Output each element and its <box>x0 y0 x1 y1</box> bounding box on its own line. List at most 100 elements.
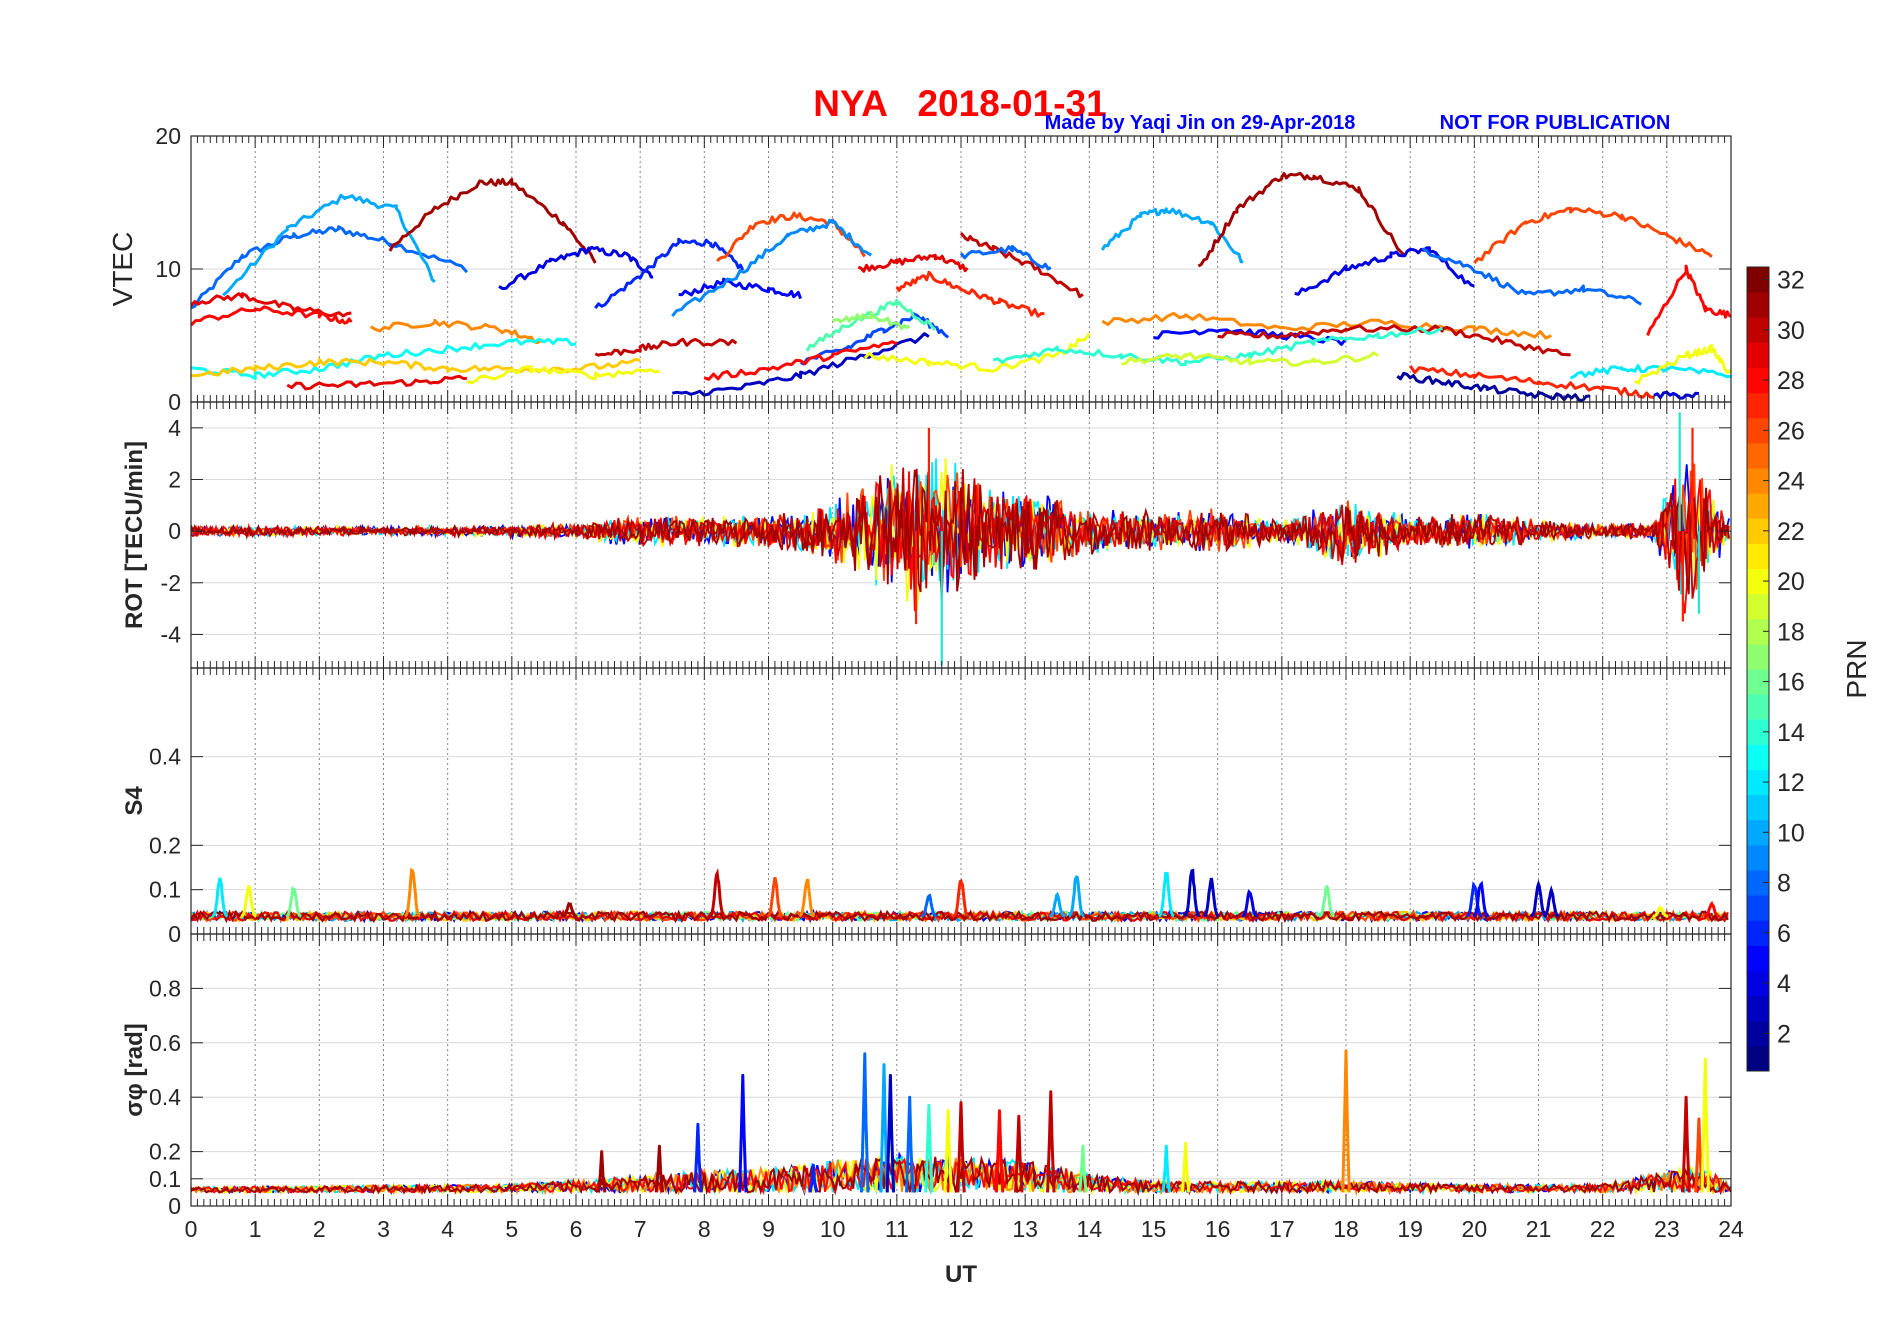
rot-ylabel: ROT [TECU/min] <box>121 441 148 629</box>
s4-bump-6 <box>766 876 783 918</box>
sigma-spike-6 <box>879 1063 889 1193</box>
vtec-arc-prn-9-7 <box>671 218 872 317</box>
colorbar-segment-24 <box>1747 468 1769 494</box>
colorbar-segment-13 <box>1747 744 1769 770</box>
colorbar-tick-label-8: 18 <box>1777 618 1805 646</box>
x-tick-label-9: 9 <box>762 1216 775 1242</box>
colorbar-segment-19 <box>1747 593 1769 620</box>
colorbar-segment-30 <box>1747 317 1769 343</box>
rot-ytick-label-4: 4 <box>168 415 181 441</box>
sigma-spike-2 <box>693 1122 703 1193</box>
x-tick-label-23: 23 <box>1654 1216 1680 1242</box>
colorbar-segment-20 <box>1747 568 1769 595</box>
x-tick-label-6: 6 <box>570 1216 583 1242</box>
vtec-ylabel: VTEC <box>107 232 138 307</box>
x-tick-label-11: 11 <box>885 1216 909 1242</box>
colorbar-tick-label-6: 14 <box>1777 719 1805 747</box>
s4-data <box>191 867 1729 924</box>
x-tick-label-17: 17 <box>1269 1216 1295 1242</box>
vtec-ytick-label-1: 10 <box>155 256 181 282</box>
x-tick-label-5: 5 <box>505 1216 518 1242</box>
colorbar-tick-label-13: 28 <box>1777 367 1805 395</box>
colorbar-segment-9 <box>1747 844 1769 871</box>
s4-ylabel: S4 <box>121 786 148 816</box>
sigma-spike-13 <box>1014 1114 1024 1193</box>
s4-bump-15 <box>1241 889 1258 918</box>
s4-bump-18 <box>1472 880 1489 918</box>
sigma-trace-prn-31 <box>191 1155 1731 1197</box>
vtec-minor-ticks <box>190 136 1732 402</box>
x-tick-label-21: 21 <box>1526 1216 1552 1242</box>
vtec-arc-prn-28-33 <box>703 340 898 381</box>
rot-ytick-label-1: -2 <box>161 570 181 596</box>
x-tick-label-22: 22 <box>1590 1216 1616 1242</box>
vtec-arc-prn-4-3 <box>498 245 654 291</box>
x-tick-label-16: 16 <box>1205 1216 1231 1242</box>
vtec-arc-prn-26-16 <box>1473 206 1713 265</box>
colorbar-segment-4 <box>1747 970 1769 997</box>
colorbar-segment-10 <box>1747 819 1769 846</box>
colorbar-tick-label-5: 12 <box>1777 769 1805 797</box>
colorbar-tick-label-2: 6 <box>1777 920 1791 948</box>
x-tick-label-10: 10 <box>820 1216 846 1242</box>
vtec-arc-prn-5-22 <box>1153 328 1348 346</box>
colorbar-segment-22 <box>1747 518 1769 544</box>
x-axis-label: UT <box>945 1261 977 1288</box>
vtec-arc-prn-29-30 <box>286 374 467 391</box>
rot-ytick-label-2: 0 <box>168 518 181 544</box>
sigma-spike-3 <box>738 1073 748 1193</box>
vtec-arc-prn-20-27 <box>863 332 1091 373</box>
vtec-arc-prn-8-0 <box>191 225 469 310</box>
x-tick-label-2: 2 <box>313 1216 326 1242</box>
vtec-arc-prn-31-13 <box>1197 171 1405 268</box>
x-tick-label-20: 20 <box>1462 1216 1488 1242</box>
vtec-arc-prn-14-34 <box>992 326 1443 367</box>
colorbar-segment-21 <box>1747 543 1769 569</box>
vtec-arc-prn-24-21 <box>1101 311 1552 340</box>
colorbar-segment-14 <box>1747 719 1769 745</box>
colorbar-segment-5 <box>1747 945 1769 971</box>
rot-ytick-label-3: 2 <box>168 466 181 492</box>
colorbar-tick-label-15: 32 <box>1777 267 1805 295</box>
s4-bump-5 <box>708 868 726 918</box>
vtec-arc-prn-20-39 <box>1634 344 1731 385</box>
s4-bump-12 <box>1158 871 1175 918</box>
vtec-arc-prn-30-32 <box>594 337 738 357</box>
rot-panel: -4 -2 0 2 4 ROT [TECU/min] <box>121 401 1732 669</box>
colorbar-segment-7 <box>1747 895 1769 921</box>
colorbar-segment-8 <box>1747 870 1769 896</box>
sigma-spike-15 <box>1078 1144 1088 1193</box>
s4-bump-7 <box>798 878 816 918</box>
rot-ytick-label-0: -4 <box>161 621 182 647</box>
x-tick-label-12: 12 <box>948 1216 974 1242</box>
s4-bump-11 <box>1068 875 1085 918</box>
vtec-arc-prn-24-20 <box>369 318 545 345</box>
sigma-spike-11 <box>956 1101 966 1193</box>
colorbar-segment-6 <box>1747 920 1769 946</box>
credit-disclaimer: NOT FOR PUBLICATION <box>1440 112 1671 134</box>
vtec-arc-prn-3-24 <box>672 332 930 397</box>
s4-bump-8 <box>920 893 937 918</box>
vtec-arc-prn-8-11 <box>959 245 1052 271</box>
s4-bump-20 <box>1543 885 1560 918</box>
s4-bump-13 <box>1183 868 1201 918</box>
sigma-spike-17 <box>1180 1141 1191 1193</box>
colorbar-segment-17 <box>1747 643 1769 670</box>
vtec-arc-prn-20-31 <box>466 365 660 385</box>
vtec-arc-prn-2-36 <box>1396 371 1590 402</box>
colorbar-tick-label-4: 10 <box>1777 819 1805 847</box>
s4-bump-21 <box>1652 905 1669 918</box>
vtec-arc-prn-30-23 <box>1217 324 1571 357</box>
s4-bump-17 <box>1466 881 1483 918</box>
colorbar-tick-label-1: 4 <box>1777 970 1791 998</box>
sigma-spike-18 <box>1341 1049 1351 1193</box>
s4-trace-prn-31 <box>191 909 1729 924</box>
x-tick-label-8: 8 <box>698 1216 711 1242</box>
vtec-arc-prn-30-10 <box>959 232 1084 299</box>
vtec-arc-prn-4-14 <box>1294 246 1475 296</box>
sigma-spike-14 <box>1046 1090 1056 1193</box>
s4-bump-22 <box>1703 900 1720 918</box>
sigma-spike-19 <box>1681 1095 1691 1193</box>
